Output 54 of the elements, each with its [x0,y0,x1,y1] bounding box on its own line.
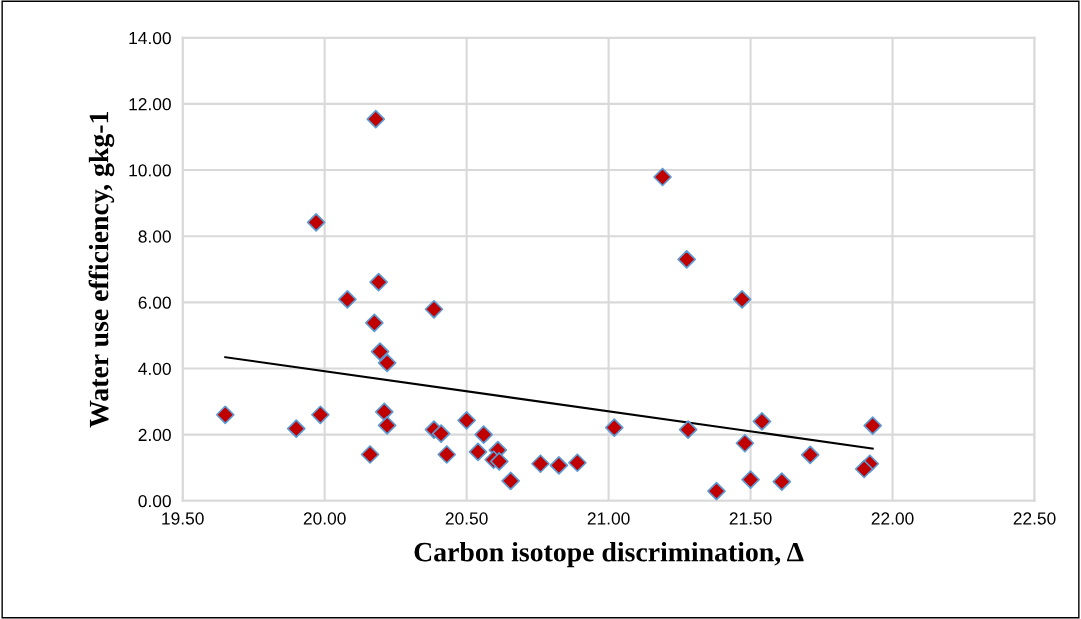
y-tick-label: 8.00 [138,230,171,243]
point [854,459,874,479]
y-tick-label: 12.00 [129,98,171,111]
point [752,412,772,431]
point [366,109,386,129]
point [338,290,357,309]
x-tick-label: 21.50 [729,512,772,525]
point [474,425,494,444]
point [437,445,457,464]
x-axis-title: Carbon isotope discrimination, Δ [414,541,804,568]
point [735,433,755,453]
y-tick-label: 2.00 [138,428,171,442]
point [468,442,488,462]
point [863,416,883,436]
y-tick-label: 14.00 [129,31,171,45]
point [365,313,384,333]
x-tick-label: 20.00 [303,512,346,525]
x-tick-label: 22.00 [871,512,914,525]
y-tick-label: 4.00 [138,362,171,375]
point [678,420,698,440]
point [215,405,235,425]
point [374,402,394,422]
point [489,452,509,471]
x-tick-label: 20.50 [445,512,488,525]
x-tick-label: 22.50 [1013,512,1056,525]
x-tick-label: 21.00 [587,512,630,525]
point [369,272,388,292]
point [568,453,587,473]
point [549,456,569,475]
point [741,470,760,489]
point [800,445,820,465]
point [457,411,476,430]
point [306,212,326,232]
x-tick-label: 19.50 [162,512,204,525]
point [377,416,397,435]
point [604,418,624,438]
point [370,342,390,361]
y-tick-label: 0.00 [138,494,171,508]
point [501,471,520,491]
point [653,167,672,187]
point [732,290,752,309]
point [677,250,697,269]
point [377,353,397,373]
point [286,419,306,439]
point [707,481,726,501]
y-tick-label: 10.00 [129,164,171,177]
point [772,472,792,491]
point [431,424,451,443]
y-tick-label: 6.00 [138,296,171,309]
point [424,299,444,319]
y-axis-title: Water use efficiency, gkg-1 [88,112,115,428]
point [311,405,330,425]
point [360,445,380,464]
point [531,454,550,474]
